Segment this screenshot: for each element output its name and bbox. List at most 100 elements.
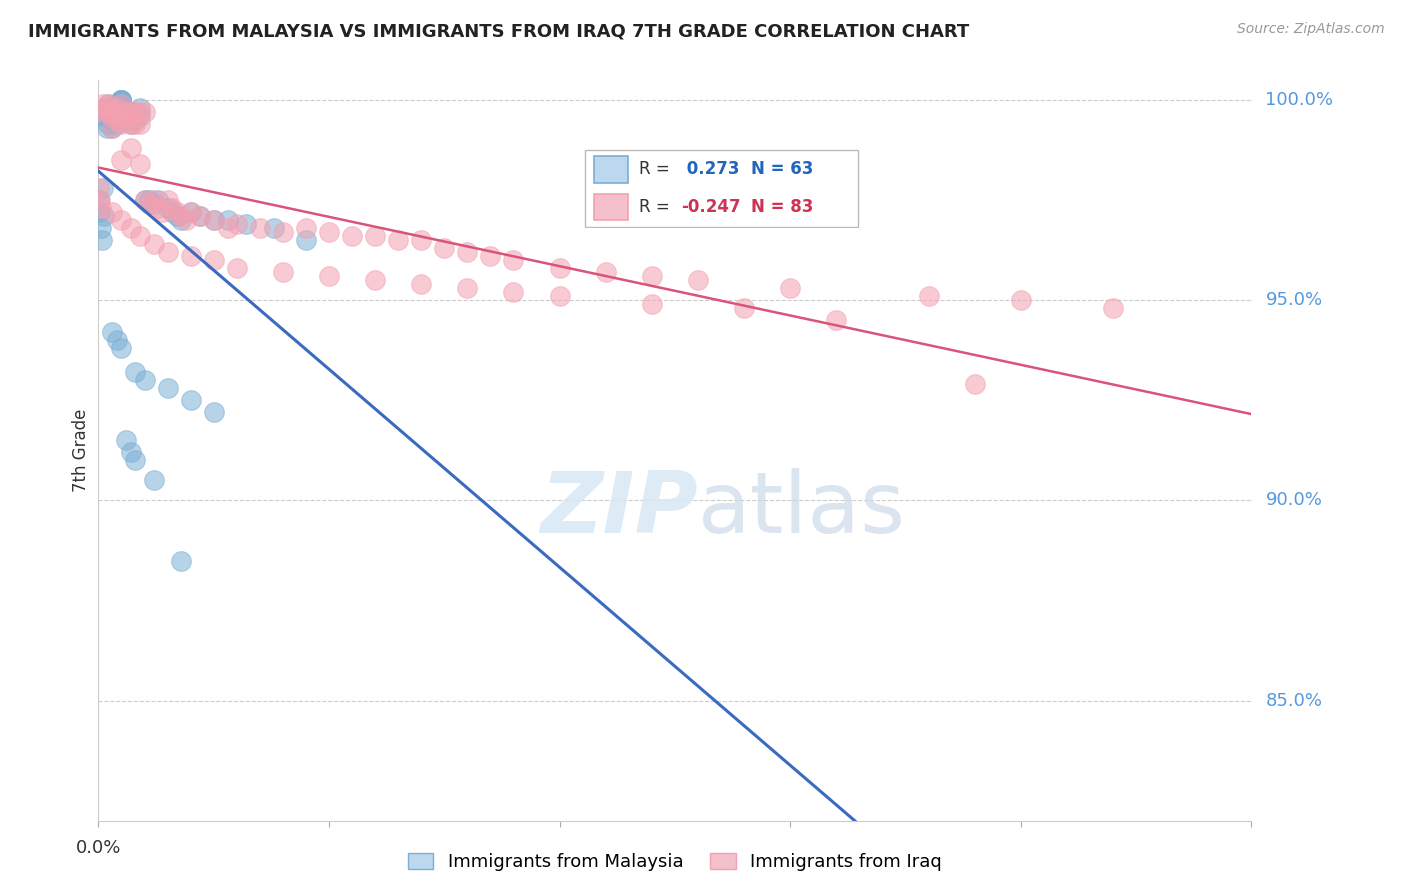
Point — [686, 273, 709, 287]
Y-axis label: 7th Grade: 7th Grade — [72, 409, 90, 492]
Point — [142, 237, 165, 252]
Point — [235, 218, 257, 232]
Point — [110, 93, 132, 107]
Point — [295, 221, 318, 235]
Point — [101, 101, 124, 115]
Point — [134, 194, 156, 208]
Point — [120, 445, 142, 459]
Point — [110, 117, 132, 131]
Point — [91, 181, 114, 195]
Point — [120, 141, 142, 155]
FancyBboxPatch shape — [593, 156, 627, 183]
Point — [202, 405, 225, 419]
Point — [101, 109, 124, 123]
Point — [110, 213, 132, 227]
Point — [433, 241, 456, 255]
Point — [502, 253, 524, 268]
Point — [97, 97, 120, 112]
Point — [101, 121, 124, 136]
Point — [779, 281, 801, 295]
Point — [548, 261, 571, 276]
Point — [129, 109, 152, 123]
Point — [134, 194, 156, 208]
Point — [110, 342, 132, 356]
Point — [90, 202, 112, 216]
Point — [263, 221, 285, 235]
Point — [170, 553, 193, 567]
Point — [103, 105, 125, 120]
Point — [963, 377, 986, 392]
Point — [479, 249, 502, 263]
Point — [134, 105, 156, 120]
Point — [364, 273, 387, 287]
Point — [91, 97, 114, 112]
Point — [124, 366, 146, 380]
Point — [340, 229, 363, 244]
Text: N = 63: N = 63 — [751, 160, 814, 178]
Point — [170, 213, 193, 227]
Point — [180, 249, 202, 263]
Point — [129, 157, 152, 171]
Point — [94, 101, 117, 115]
Point — [595, 265, 617, 279]
Point — [641, 269, 664, 284]
Text: IMMIGRANTS FROM MALAYSIA VS IMMIGRANTS FROM IRAQ 7TH GRADE CORRELATION CHART: IMMIGRANTS FROM MALAYSIA VS IMMIGRANTS F… — [28, 22, 969, 40]
Point — [271, 225, 294, 239]
Point — [105, 97, 128, 112]
Point — [115, 105, 138, 120]
Point — [202, 253, 225, 268]
Point — [364, 229, 387, 244]
Point — [98, 101, 121, 115]
Point — [271, 265, 294, 279]
Point — [108, 105, 131, 120]
Point — [166, 205, 188, 219]
Point — [917, 289, 939, 303]
Point — [110, 97, 132, 112]
Point — [180, 205, 202, 219]
Point — [101, 205, 124, 219]
Point — [180, 205, 202, 219]
Point — [202, 213, 225, 227]
Point — [101, 109, 124, 123]
Point — [101, 121, 124, 136]
Point — [142, 194, 165, 208]
Point — [105, 117, 128, 131]
Point — [120, 105, 142, 120]
Point — [202, 213, 225, 227]
Text: atlas: atlas — [697, 468, 905, 551]
Point — [733, 301, 755, 316]
Point — [188, 210, 211, 224]
Point — [89, 194, 111, 208]
Point — [138, 197, 160, 211]
Point — [115, 434, 138, 448]
Text: R =: R = — [638, 160, 669, 178]
Point — [156, 381, 179, 395]
Point — [91, 233, 114, 247]
Point — [295, 233, 318, 247]
Point — [97, 105, 120, 120]
Point — [90, 221, 112, 235]
Point — [156, 202, 179, 216]
Text: Source: ZipAtlas.com: Source: ZipAtlas.com — [1237, 22, 1385, 37]
Text: R =: R = — [638, 198, 669, 216]
Point — [124, 105, 146, 120]
Point — [456, 245, 478, 260]
Point — [188, 210, 211, 224]
Point — [110, 105, 132, 120]
Point — [217, 213, 239, 227]
Point — [89, 205, 111, 219]
Point — [134, 373, 156, 387]
Point — [148, 194, 170, 208]
FancyBboxPatch shape — [585, 150, 858, 227]
Point — [94, 109, 117, 123]
Point — [170, 210, 193, 224]
Point — [101, 326, 124, 340]
FancyBboxPatch shape — [593, 194, 627, 220]
Point — [91, 105, 114, 120]
Point — [217, 221, 239, 235]
Point — [110, 153, 132, 168]
Point — [148, 202, 170, 216]
Point — [411, 233, 433, 247]
Text: 95.0%: 95.0% — [1265, 292, 1323, 310]
Text: N = 83: N = 83 — [751, 198, 814, 216]
